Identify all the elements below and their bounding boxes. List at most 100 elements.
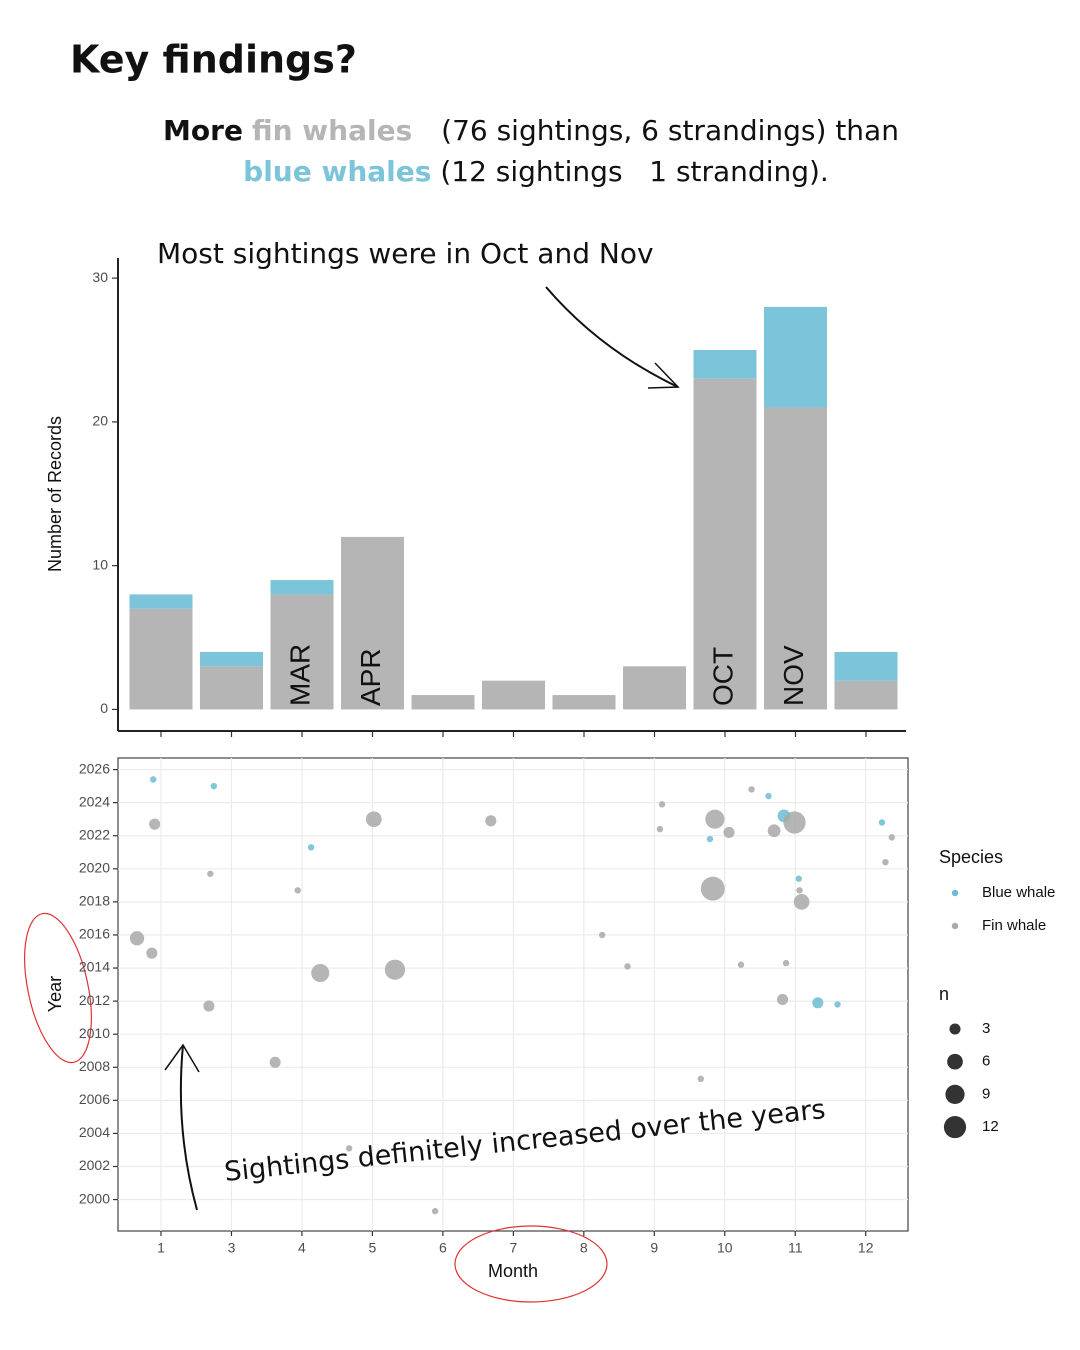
point xyxy=(783,811,806,834)
bar-segment xyxy=(411,695,475,710)
point xyxy=(706,835,714,843)
bar-segment xyxy=(693,350,757,379)
point xyxy=(795,875,802,882)
x-tick-label: 9 xyxy=(650,1240,658,1256)
bar-segment xyxy=(129,608,193,710)
summary-text: (76 sightings, 6 strandings) than xyxy=(441,114,899,147)
annotation-arrow xyxy=(545,286,679,388)
highlight-circle xyxy=(454,1225,608,1303)
point xyxy=(748,786,755,793)
point xyxy=(882,858,889,866)
size-label: 3 xyxy=(982,1020,990,1037)
point xyxy=(485,815,497,827)
point xyxy=(697,1075,705,1083)
legend-label: Blue whale xyxy=(982,884,1055,901)
y-tick-label: 2008 xyxy=(79,1058,110,1074)
bar-label: APR xyxy=(355,648,386,706)
bar-label: NOV xyxy=(778,645,809,706)
summary-text: More xyxy=(163,114,243,147)
point xyxy=(269,1056,281,1068)
y-tick-label: 2022 xyxy=(79,826,110,842)
bar-segment xyxy=(623,666,686,710)
point xyxy=(723,826,735,838)
y-tick-label: 2016 xyxy=(79,926,110,942)
x-tick-label: 11 xyxy=(788,1240,803,1256)
summary-line-1: More fin whales (76 sightings, 6 strandi… xyxy=(163,114,899,147)
point xyxy=(705,809,725,829)
x-tick-label: 3 xyxy=(228,1240,236,1256)
point xyxy=(812,997,824,1009)
y-tick-label: 2006 xyxy=(79,1091,110,1107)
summary-fin: fin whales xyxy=(252,114,412,147)
legend-swatch xyxy=(951,889,959,897)
y-tick-label: 30 xyxy=(92,269,108,285)
y-tick-label: 2020 xyxy=(79,860,110,876)
point xyxy=(384,959,406,980)
bar-segment xyxy=(200,651,263,667)
annotation-arrow xyxy=(179,1044,198,1211)
scatter-layer xyxy=(118,758,908,1231)
x-tick-label: 8 xyxy=(580,1240,588,1256)
page-title: Key findings? xyxy=(70,38,357,82)
summary-line-2: blue whales (12 sightings 1 stranding). xyxy=(243,155,829,188)
point xyxy=(365,811,382,828)
y-tick-label: 0 xyxy=(100,700,108,716)
point xyxy=(796,887,803,894)
x-tick-label: 5 xyxy=(369,1240,377,1256)
y-axis-label: Year xyxy=(45,976,65,1012)
bar-segment xyxy=(482,680,545,710)
bar-segment xyxy=(834,651,898,681)
bar-segment xyxy=(200,666,263,710)
y-tick-label: 2012 xyxy=(79,992,110,1008)
point xyxy=(149,818,161,830)
point xyxy=(210,782,218,790)
bar-annotation: Most sightings were in Oct and Nov xyxy=(157,237,654,270)
point xyxy=(624,963,631,970)
point xyxy=(150,776,157,783)
point xyxy=(765,792,772,800)
size-swatch xyxy=(949,1023,961,1035)
size-swatch xyxy=(945,1084,965,1104)
point xyxy=(431,1207,439,1215)
point xyxy=(146,947,158,959)
x-axis-label: Month xyxy=(488,1261,538,1281)
bar-label: OCT xyxy=(707,647,738,706)
point xyxy=(203,1000,215,1012)
point xyxy=(598,931,606,939)
y-tick-label: 2002 xyxy=(79,1157,110,1173)
x-tick-label: 1 xyxy=(157,1240,165,1256)
x-tick-label: 7 xyxy=(509,1240,517,1256)
size-label: 9 xyxy=(982,1085,990,1102)
point xyxy=(207,870,214,877)
point xyxy=(658,801,666,808)
y-tick-label: 10 xyxy=(92,556,108,572)
summary-blue: blue whales xyxy=(243,155,431,188)
point xyxy=(767,824,781,838)
y-tick-label: 2018 xyxy=(79,893,110,909)
point xyxy=(311,963,330,983)
point xyxy=(777,993,789,1006)
y-tick-label: 2010 xyxy=(79,1025,110,1041)
bar-segment xyxy=(270,580,334,595)
bar-segment xyxy=(270,594,334,710)
size-label: 12 xyxy=(982,1118,999,1135)
arrow-head xyxy=(647,362,680,389)
bar-segment xyxy=(129,594,193,609)
point xyxy=(345,1145,353,1152)
y-axis-label: Number of Records xyxy=(45,416,65,572)
bar-segment xyxy=(552,695,616,710)
point xyxy=(700,876,725,901)
legend-swatch xyxy=(951,922,959,930)
point xyxy=(656,825,664,833)
summary-text: (12 sightings 1 stranding). xyxy=(440,155,829,188)
point xyxy=(294,887,301,894)
size-swatch xyxy=(943,1116,967,1139)
y-tick-label: 2024 xyxy=(79,793,110,809)
legend-title: n xyxy=(939,984,949,1004)
legend-title: Species xyxy=(939,847,1003,867)
x-tick-label: 6 xyxy=(439,1240,447,1256)
x-tick-label: 12 xyxy=(858,1240,874,1256)
bar-segment xyxy=(693,378,757,710)
x-tick-label: 4 xyxy=(298,1240,306,1256)
